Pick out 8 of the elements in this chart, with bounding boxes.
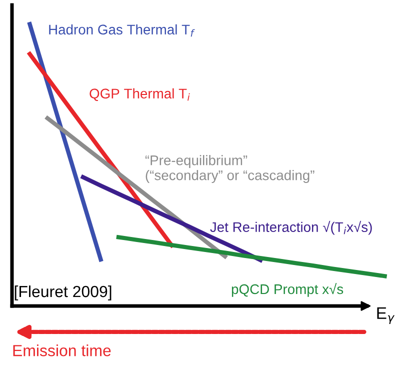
annotation: [Fleuret 2009] <box>14 285 112 300</box>
series-label: “Pre-equilibrium” (“secondary” or “cascading” <box>145 155 314 183</box>
text: Emission time <box>13 344 111 356</box>
x-axis-title: E$_{γ}$ <box>377 307 395 324</box>
series-label: QGP Thermal T$_{i}$ <box>90 88 190 101</box>
series-label: Hadron Gas Thermal T$_{f}$ <box>49 24 195 37</box>
series-label: Jet Re-interaction √(T$_{i}$x√s) <box>210 220 372 235</box>
series-label: pQCD Prompt x√s <box>232 282 344 297</box>
